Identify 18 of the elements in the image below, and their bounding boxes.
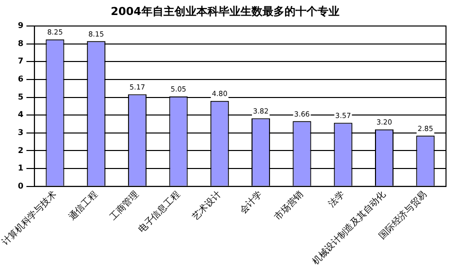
y-tick-label: 4 xyxy=(18,110,24,120)
y-tick-label: 3 xyxy=(18,128,24,137)
x-tick-label: 计算机科学与技术 xyxy=(0,189,59,248)
x-tick-label: 工商管理 xyxy=(108,189,142,222)
x-tick-label: 会计学 xyxy=(238,189,265,216)
y-tick-label: 5 xyxy=(18,92,24,102)
chart-title: 2004年自主创业本科毕业生数最多的十个专业 xyxy=(110,4,340,19)
y-tick-label: 8 xyxy=(18,38,24,48)
y-tick-label: 7 xyxy=(18,56,24,66)
y-tick-label: 0 xyxy=(18,181,24,190)
y-tick-label: 6 xyxy=(18,74,24,84)
x-tick-label: 市场营销 xyxy=(272,189,306,222)
x-tick-label: 通信工程 xyxy=(66,189,100,222)
x-tick-label: 法学 xyxy=(326,189,347,210)
x-tick-label: 艺术设计 xyxy=(190,189,224,222)
y-tick-label: 9 xyxy=(18,21,24,30)
y-tick-label: 1 xyxy=(18,164,24,173)
y-tick-label: 2 xyxy=(18,146,24,155)
